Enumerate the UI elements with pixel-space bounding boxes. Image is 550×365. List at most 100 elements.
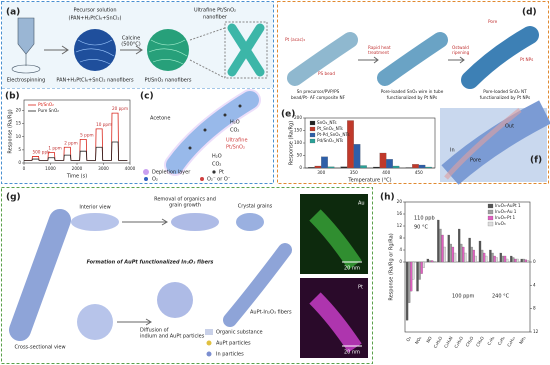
panel-label: (b) <box>5 92 20 102</box>
text: Interior view <box>79 205 110 211</box>
y-tick-label: 0 <box>18 160 21 165</box>
x-axis-label: Temperature (°C) <box>347 178 391 184</box>
pt-dot <box>223 113 227 117</box>
panel-label: (f) <box>530 156 542 166</box>
text: Electrospinning <box>7 78 46 84</box>
text: Pecursor solution <box>74 8 117 14</box>
y-tick-label: 200 <box>294 115 302 120</box>
fiber-mat <box>147 29 189 71</box>
legend-swatch <box>143 169 149 175</box>
bar <box>474 255 477 263</box>
bar <box>460 243 463 263</box>
text: Ostwald <box>452 45 469 50</box>
frame-def <box>277 1 549 184</box>
legend-text: Pt-Pd_SnO₂_NTs <box>317 132 350 137</box>
text: 100 ppm <box>452 294 474 300</box>
panel-label: (c) <box>140 92 154 102</box>
bar <box>418 164 426 169</box>
y-tick-label: 8 <box>399 235 402 240</box>
frame-abc <box>1 1 274 184</box>
bar <box>451 246 455 263</box>
legend-swatch <box>144 177 148 181</box>
y-tick-label: 20 <box>397 199 403 204</box>
x-tick-label: 3000 <box>98 166 109 171</box>
bar <box>462 246 465 263</box>
legend-swatch <box>487 203 494 209</box>
y-tick-label: 150 <box>294 128 302 133</box>
y2-tick-label: 8 <box>533 306 536 311</box>
legend-text: O₂ <box>152 177 158 183</box>
text: Pore <box>470 158 481 164</box>
panel-label: (e) <box>281 110 295 120</box>
text: Acetone <box>150 116 170 122</box>
text: PAN+H₂PtCl₆+SnCl₂ nanofibers <box>56 78 134 84</box>
eds-signal <box>309 209 362 270</box>
bar <box>522 258 525 263</box>
y-axis-label: Response (Ra/Rg) <box>8 109 14 153</box>
bar <box>512 257 515 263</box>
legend-text: In₂O₃ <box>495 221 506 226</box>
x-tick-label: 400 <box>382 170 390 175</box>
bar <box>379 152 387 169</box>
eds-signal <box>309 292 362 353</box>
bar <box>353 144 361 169</box>
cross-section <box>157 282 193 318</box>
text: Ultrafine <box>226 138 248 144</box>
bar <box>443 246 446 263</box>
legend-text: Pure SnO₂ <box>38 108 59 113</box>
panel-label: (g) <box>6 193 21 203</box>
syringe <box>17 17 35 55</box>
interior <box>71 213 119 231</box>
bar <box>449 243 452 263</box>
frame-g <box>1 187 373 364</box>
text: 110 ppb <box>414 216 435 222</box>
text: Pt <box>358 285 363 291</box>
text: Cross-sectional view <box>14 345 65 351</box>
text: grain growth <box>169 203 201 209</box>
panel-f: Out In Pore (f) <box>440 100 550 185</box>
legend-text: O₂⁻ or O⁻ <box>207 177 231 183</box>
bar <box>495 257 498 263</box>
bar <box>416 261 419 292</box>
text: Pore <box>488 19 498 24</box>
bar <box>308 167 315 169</box>
bar <box>485 255 488 263</box>
bar <box>510 255 513 263</box>
legend-text: Pt/SnO₂ <box>38 102 54 107</box>
legend-swatch <box>487 209 494 215</box>
x-tick-label: C₃H₆O <box>432 335 443 349</box>
legend-swatch <box>309 132 316 138</box>
y-tick-label: 0 <box>399 259 402 264</box>
text: ripening <box>452 50 470 55</box>
fiber-mat <box>74 29 116 71</box>
zoom-box <box>224 21 268 79</box>
x-tick-label: CH₄O <box>475 335 485 348</box>
bar <box>373 166 380 169</box>
legend-swatch <box>487 221 494 227</box>
series-line <box>24 141 128 161</box>
x-tick-label: NO <box>425 335 433 344</box>
text: In <box>450 148 455 154</box>
bar <box>321 156 328 169</box>
x-tick-label: 350 <box>350 170 358 175</box>
text: Removal of organics and <box>154 197 216 203</box>
cross-section <box>77 304 113 340</box>
bar <box>499 252 502 263</box>
annotation: 20 ppm <box>112 106 128 111</box>
caption: bead/Pt- AF composite NF <box>291 95 346 100</box>
text: Pt/SnO₂ <box>226 145 245 151</box>
panel-b: (b) 0 1000 2000 3000 4000 0 5 10 15 20 Pt/SnO₂Pure… <box>5 92 136 180</box>
bar <box>340 166 348 169</box>
y-axis-label: Response (Ra/Rg or Rg/Ra) <box>389 233 395 300</box>
bar <box>412 261 415 280</box>
legend-text: AuPt particles <box>216 341 251 347</box>
text: nanofiber <box>203 15 228 21</box>
legend-text: Depletion layer <box>152 170 191 176</box>
text: 90 °C <box>414 225 428 231</box>
pore-channel <box>444 108 522 180</box>
bar <box>520 258 523 263</box>
x-tick-label: O₃ <box>405 335 412 342</box>
text: PS bead <box>318 71 335 76</box>
panel-e: (e) 0 50 100 150 200 SnO₂_NTsPt_SnO₂_NTsPt-Pd… <box>281 110 436 184</box>
